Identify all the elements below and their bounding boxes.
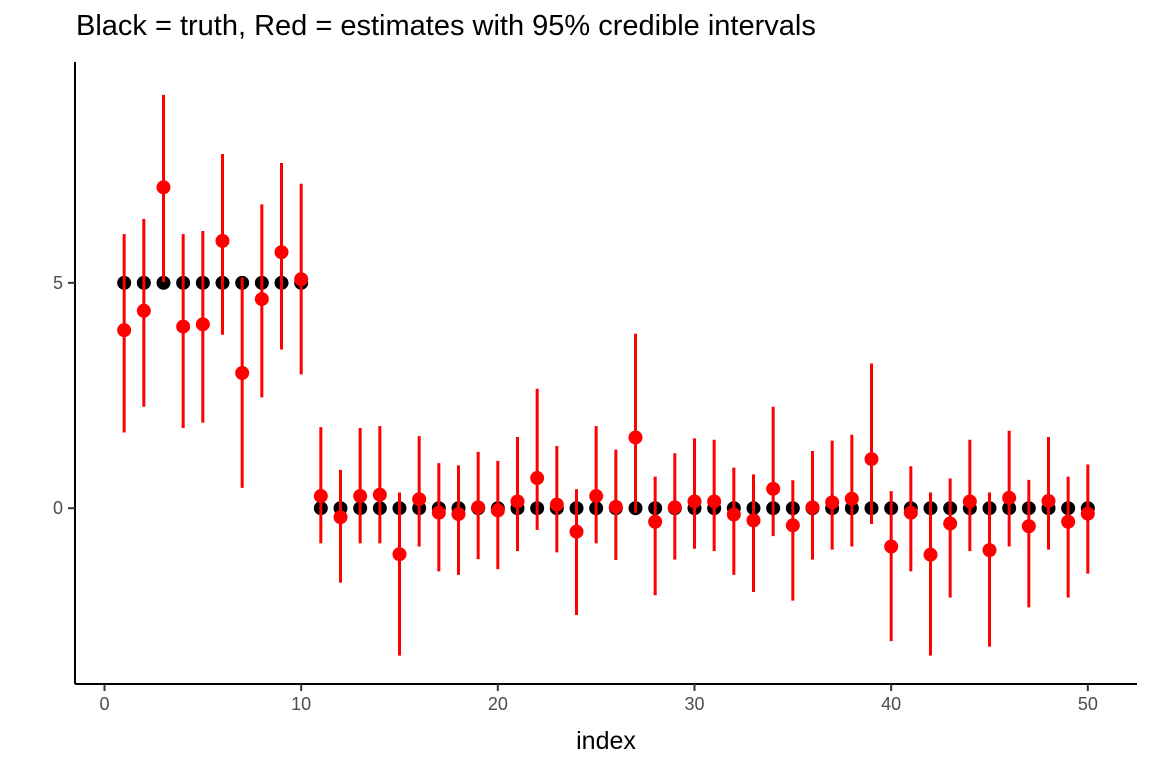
estimate-point-19 [471,500,486,515]
estimate-point-40 [884,539,899,554]
estimate-point-8 [254,292,269,307]
estimate-point-48 [1041,494,1056,509]
estimate-point-41 [903,505,918,520]
plot-marks [117,94,1095,656]
y-tick-label-5: 5 [53,273,63,293]
axes: 0 10 20 30 40 50 0 5 index [53,62,1137,755]
estimate-point-1 [117,323,132,338]
x-tick-label-30: 30 [684,694,704,714]
estimate-point-23 [549,497,564,512]
estimate-point-36 [805,500,820,515]
estimate-point-3 [156,180,171,195]
estimate-point-12 [333,510,348,525]
truth-point-3 [156,275,171,290]
estimate-point-27 [628,430,643,445]
y-tick-label-0: 0 [53,498,63,518]
estimate-point-10 [294,272,309,287]
estimate-point-26 [608,499,623,514]
estimate-point-43 [943,516,958,531]
estimate-point-20 [490,503,505,518]
estimate-point-21 [510,494,525,509]
estimate-point-29 [667,500,682,515]
estimate-point-47 [1021,519,1036,534]
x-tick-label-0: 0 [99,694,109,714]
estimate-point-50 [1080,506,1095,521]
estimate-point-33 [746,513,761,528]
estimate-point-28 [648,514,663,529]
estimate-point-18 [451,507,466,522]
estimate-point-9 [274,245,289,260]
estimate-point-46 [1002,490,1017,505]
estimate-point-45 [982,543,997,558]
estimate-point-15 [392,547,407,562]
estimate-point-14 [372,487,387,502]
x-tick-label-40: 40 [881,694,901,714]
estimate-point-31 [707,494,722,509]
x-tick-label-50: 50 [1078,694,1098,714]
estimate-point-44 [962,494,977,509]
x-tick-label-20: 20 [488,694,508,714]
estimate-point-17 [431,505,446,520]
estimate-point-42 [923,547,938,562]
estimate-point-37 [825,495,840,510]
estimate-point-24 [569,524,584,539]
estimate-point-13 [353,489,368,504]
estimate-point-39 [864,452,879,467]
estimate-point-49 [1061,514,1076,529]
estimate-point-5 [195,317,210,332]
estimate-point-25 [589,489,604,504]
estimate-point-38 [844,491,859,506]
estimate-point-22 [530,471,545,486]
estimate-point-11 [313,489,328,504]
estimate-point-30 [687,494,702,509]
estimate-point-4 [176,319,191,334]
estimate-point-35 [785,518,800,533]
x-tick-label-10: 10 [291,694,311,714]
estimate-point-2 [136,303,151,318]
estimate-point-34 [766,481,781,496]
chart-title: Black = truth, Red = estimates with 95% … [76,10,816,42]
estimate-point-7 [235,366,250,380]
estimate-point-6 [215,233,230,248]
estimate-point-32 [726,507,741,522]
x-axis-title: index [576,727,636,755]
estimate-point-16 [412,492,427,507]
